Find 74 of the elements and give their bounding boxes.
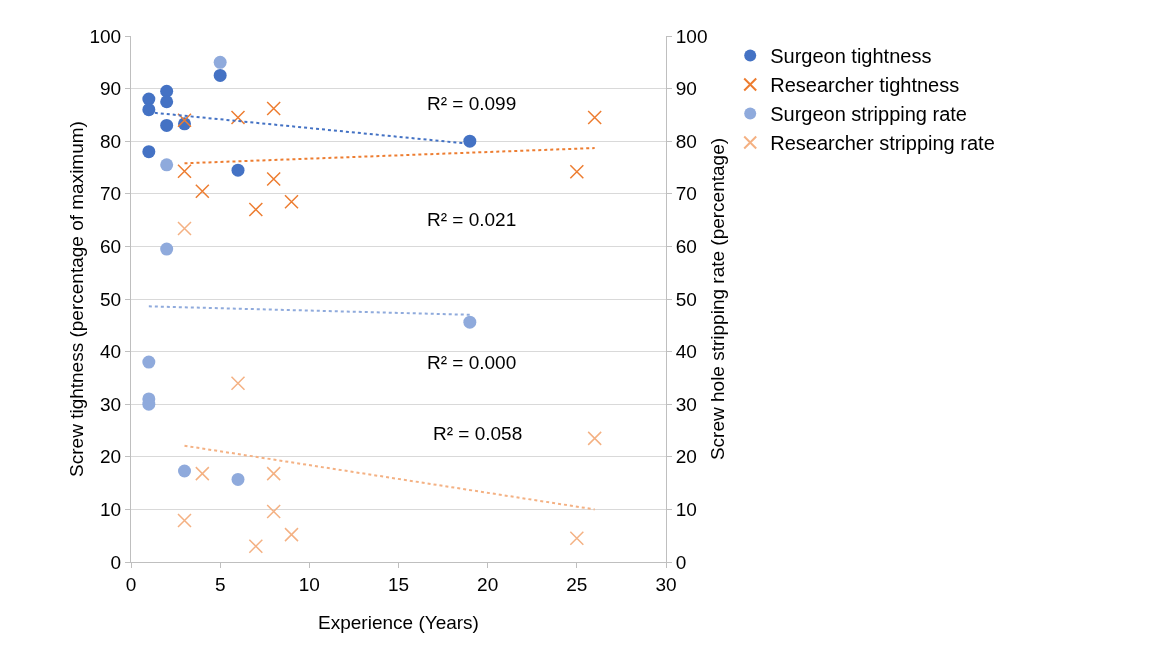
legend-label: Surgeon tightness <box>770 45 932 68</box>
y-tick-label: 10 <box>100 499 122 521</box>
point <box>213 55 227 69</box>
y-tick-label: 0 <box>110 551 122 573</box>
point <box>142 355 156 369</box>
y-tick-label: 80 <box>100 130 122 152</box>
point <box>142 103 156 117</box>
point <box>284 194 299 209</box>
x-axis-title: Experience (Years) <box>318 612 479 633</box>
x-tick-label: 15 <box>387 573 410 595</box>
point <box>160 158 174 172</box>
legend-label: Researcher tightness <box>770 74 960 97</box>
y2-tick-label: 50 <box>675 288 697 310</box>
point <box>569 164 585 179</box>
point <box>230 110 246 125</box>
point <box>587 431 602 446</box>
point <box>266 504 281 519</box>
point <box>230 375 246 391</box>
y2-tick-label: 60 <box>675 236 697 258</box>
point <box>266 466 281 481</box>
x-tick-label: 30 <box>655 573 677 595</box>
point <box>160 242 174 256</box>
legend-label: Surgeon stripping rate <box>770 103 967 126</box>
x-tick-label: 5 <box>214 573 226 595</box>
y-tick-label: 20 <box>100 446 122 468</box>
legend-label: Researcher stripping rate <box>770 132 995 155</box>
x-tick-label: 25 <box>566 573 588 595</box>
y2-tick-label: 30 <box>675 393 697 415</box>
point <box>569 531 585 546</box>
y2-tick-label: 10 <box>675 499 697 521</box>
point <box>177 163 192 179</box>
x-tick-label: 0 <box>125 573 137 595</box>
y-tick-label: 50 <box>100 288 122 310</box>
point <box>177 513 192 528</box>
point <box>231 163 245 177</box>
point <box>195 466 210 481</box>
y2-tick-label: 80 <box>675 130 697 152</box>
y2-tick-label: 70 <box>675 183 697 205</box>
point <box>266 171 281 187</box>
annotation: R² = 0.000 <box>427 352 517 373</box>
x-tick-label: 20 <box>477 573 499 595</box>
point <box>177 221 192 236</box>
y2-tick-label: 90 <box>675 78 697 100</box>
y-tick-label: 100 <box>89 25 122 47</box>
y-axis-title: Screw tightness (percentage of maximum) <box>66 121 87 477</box>
point <box>160 95 174 109</box>
point <box>231 472 245 486</box>
y2-tick-label: 20 <box>675 446 697 468</box>
y-tick-label: 70 <box>100 183 122 205</box>
point <box>463 134 477 148</box>
y2-tick-label: 100 <box>675 25 708 47</box>
point <box>213 68 227 82</box>
point <box>248 538 264 554</box>
y2-tick-label: 0 <box>675 551 687 573</box>
point <box>177 112 192 128</box>
point <box>463 315 477 329</box>
point <box>284 527 299 542</box>
y-tick-label: 30 <box>100 393 122 415</box>
y2-axis-title: Screw hole stripping rate (percentage) <box>706 137 728 461</box>
y-tick-label: 90 <box>100 78 122 100</box>
point <box>178 464 191 478</box>
annotation: R² = 0.099 <box>427 93 517 114</box>
y-tick-label: 40 <box>100 341 122 363</box>
point <box>248 202 264 217</box>
point <box>195 183 210 199</box>
annotation: R² = 0.058 <box>433 423 523 444</box>
annotation: R² = 0.021 <box>427 209 517 230</box>
point <box>142 145 156 159</box>
y2-tick-label: 40 <box>675 341 697 363</box>
point <box>266 101 281 116</box>
y-tick-label: 60 <box>100 236 122 258</box>
x-tick-label: 10 <box>298 573 320 595</box>
point <box>587 110 602 125</box>
point <box>160 118 174 132</box>
